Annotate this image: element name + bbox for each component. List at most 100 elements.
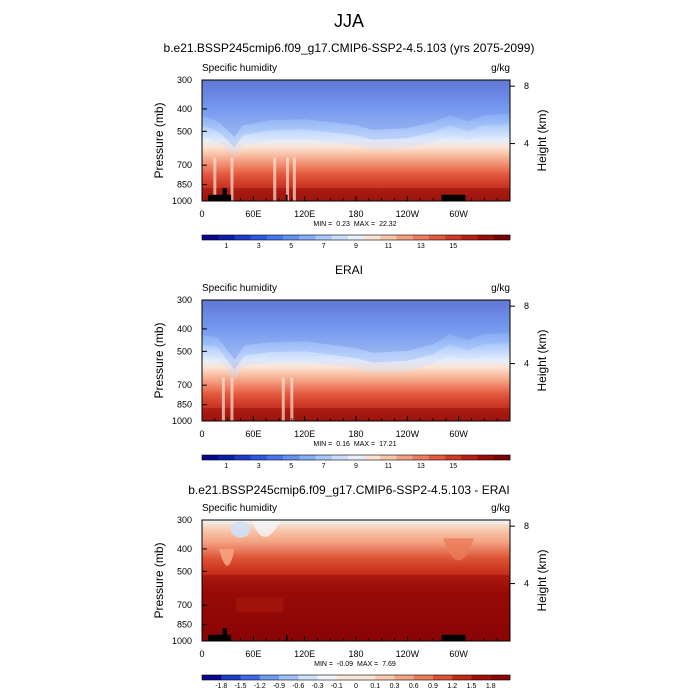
terrain-mask (441, 634, 466, 641)
colorbar-label: 0 (354, 683, 358, 690)
terrain-mask (222, 628, 227, 641)
terrain-mask (226, 634, 232, 641)
colorbar-frame (201, 234, 511, 241)
y-tick-label: 700 (177, 380, 192, 390)
terrain-mask (207, 194, 223, 201)
terrain-mask (285, 194, 288, 201)
colorbar-label: -0.1 (331, 683, 343, 690)
colorbar-box (471, 675, 492, 680)
colorbar-label: 1 (224, 463, 228, 470)
colorbar-label: -1.8 (215, 683, 227, 690)
colorbar-frame (201, 674, 511, 681)
y2-axis-label: Height (km) (535, 109, 549, 171)
y-tick-label: 500 (177, 346, 192, 356)
colorbar-box (433, 675, 453, 680)
y-tick-label: 400 (177, 544, 192, 554)
y-tick-label: 850 (177, 620, 192, 630)
x-tick-label: 120W (396, 429, 420, 439)
min-max-max-value: 7.69 (382, 661, 396, 668)
terrain-mask (226, 194, 232, 201)
colorbar-box (298, 675, 318, 680)
contour-band (202, 300, 510, 380)
colorbar-box (364, 455, 381, 460)
colorbar-box (396, 455, 414, 460)
colorbar-box (283, 235, 300, 240)
colorbar-label: 11 (385, 463, 392, 470)
y-tick-label: 300 (177, 295, 192, 305)
colorbar-box (394, 675, 415, 680)
colorbar-box (396, 235, 414, 240)
y-tick-label: 400 (177, 104, 192, 114)
y2-tick-label: 8 (524, 301, 529, 311)
colorbar-box (445, 455, 462, 460)
x-tick-label: 120E (294, 649, 315, 659)
x-tick-label: 120W (396, 209, 420, 219)
x-tick-label: 120E (294, 209, 315, 219)
colorbar-label: 9 (354, 243, 358, 250)
colorbar-box (428, 235, 446, 240)
colorbar-box (317, 675, 338, 680)
colorbar-label: 5 (289, 463, 293, 470)
colorbar-box (461, 455, 478, 460)
colorbar-box (240, 675, 261, 680)
y-tick-label: 850 (177, 400, 192, 410)
contour-band (202, 300, 510, 370)
colorbar-box (347, 235, 365, 240)
colorbar-label: 15 (449, 463, 457, 470)
colorbar-label: -0.9 (273, 683, 285, 690)
colorbar-label: -0.6 (292, 683, 304, 690)
colorbar-box (234, 455, 251, 460)
min-max-label: MIN = -0.09 MAX = 7.69 (314, 661, 396, 668)
colorbar-label: 1 (224, 243, 228, 250)
y-tick-label: 500 (177, 566, 192, 576)
contour-band (202, 188, 510, 201)
min-max-min-value: -0.09 (337, 661, 353, 668)
panel-title: ERAI (335, 263, 363, 277)
colorbar-box (221, 675, 241, 680)
min-max-max-value: 22.32 (379, 221, 397, 228)
x-tick-label: 180 (348, 649, 363, 659)
y2-tick-label: 8 (524, 521, 529, 531)
colorbar-label: 13 (417, 463, 425, 470)
colorbar-frame (201, 454, 511, 461)
contour-band (202, 80, 510, 158)
y-tick-label: 300 (177, 75, 192, 85)
contour-band (202, 408, 510, 421)
y2-tick-label: 4 (524, 139, 529, 149)
colorbar-box (493, 235, 511, 240)
contour-spike (213, 157, 217, 201)
y2-tick-label: 4 (524, 359, 529, 369)
contour-spike (230, 157, 234, 201)
colorbar-box (428, 455, 446, 460)
colorbar-label: 15 (449, 243, 457, 250)
min-max-min-label: MIN = (313, 221, 332, 228)
terrain-mask (207, 634, 223, 641)
min-max-max-label: MAX = (354, 441, 375, 448)
colorbar-label: 1.8 (486, 683, 496, 690)
colorbar-label: 11 (385, 243, 392, 250)
units-label: g/kg (491, 63, 510, 74)
x-tick-label: 60W (449, 209, 468, 219)
colorbar-box (493, 455, 511, 460)
colorbar-box (477, 235, 495, 240)
contour-field (202, 80, 510, 201)
contour-band (443, 538, 475, 561)
colorbar-box (452, 675, 472, 680)
colorbar-box (336, 675, 357, 680)
colorbar-label: -1.2 (254, 683, 266, 690)
colorbar-box (445, 235, 462, 240)
colorbar-box (279, 675, 299, 680)
y-axis-label: Pressure (mb) (152, 102, 166, 178)
min-max-min-value: 0.23 (336, 221, 350, 228)
min-max-max-label: MAX = (354, 221, 375, 228)
variable-label: Specific humidity (202, 283, 277, 294)
contour-band (202, 80, 510, 138)
colorbar-label: 1.2 (447, 683, 457, 690)
colorbar-box (202, 675, 222, 680)
x-tick-label: 120E (294, 429, 315, 439)
colorbar-box (356, 675, 376, 680)
colorbar-box (347, 455, 365, 460)
y-tick-label: 850 (177, 180, 192, 190)
colorbar-label: 0.9 (428, 683, 438, 690)
